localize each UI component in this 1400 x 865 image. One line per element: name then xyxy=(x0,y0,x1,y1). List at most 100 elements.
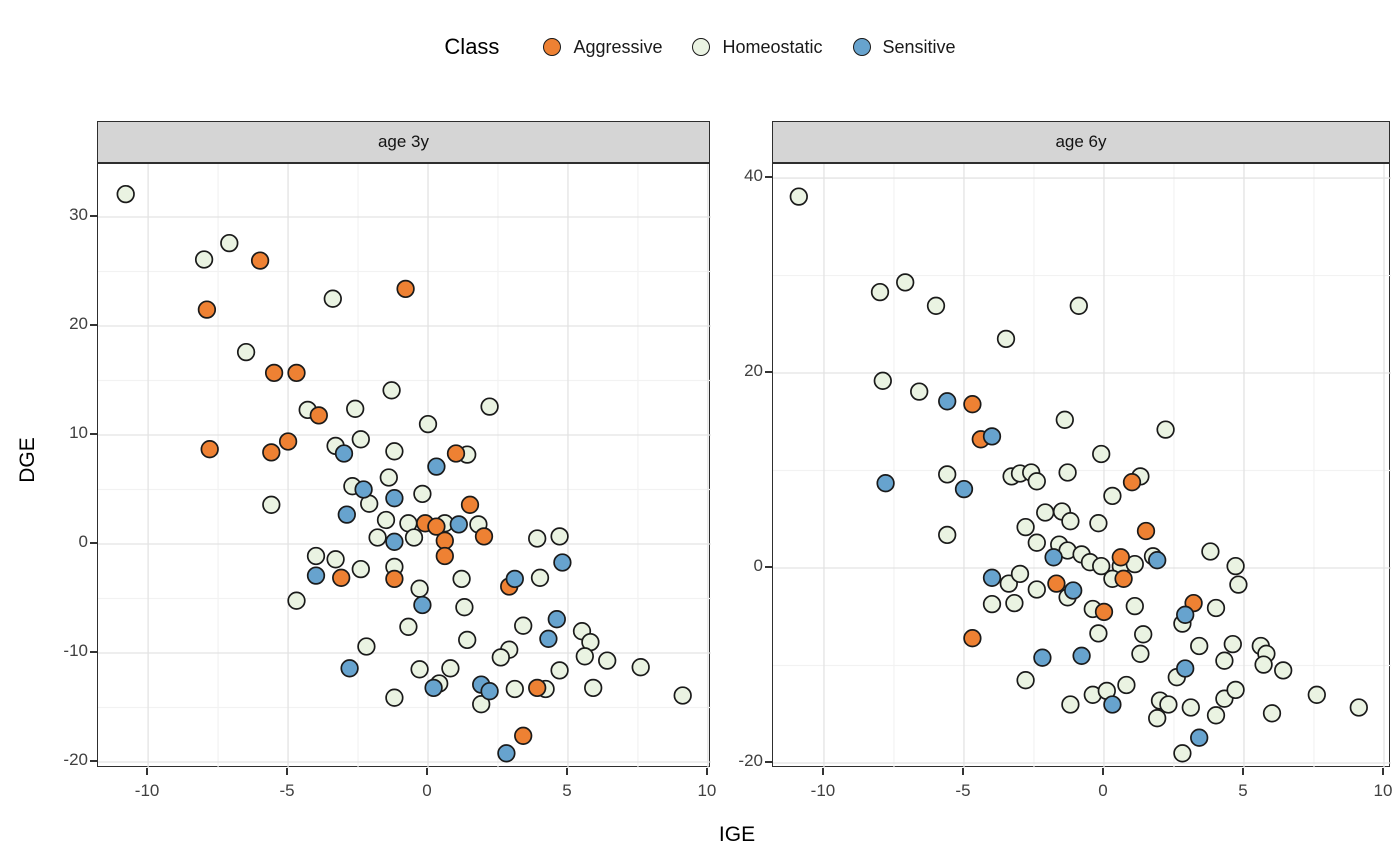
data-point-homeostatic xyxy=(1274,661,1293,680)
x-axis-tick-label: 0 xyxy=(1098,781,1108,800)
x-axis-tick xyxy=(146,768,149,775)
data-point-homeostatic xyxy=(455,598,474,617)
y-axis-tick-label: 20 xyxy=(744,361,763,381)
data-point-sensitive xyxy=(553,553,572,572)
data-point-homeostatic xyxy=(385,688,404,707)
y-axis-tick-label: 0 xyxy=(753,556,763,576)
data-point-homeostatic xyxy=(491,648,510,667)
legend-label: Homeostatic xyxy=(722,36,823,57)
data-point-homeostatic xyxy=(896,273,915,292)
data-point-homeostatic xyxy=(287,591,306,610)
x-axis-tick-label: -5 xyxy=(279,781,295,800)
data-point-aggressive xyxy=(528,678,547,698)
data-point-homeostatic xyxy=(1027,533,1046,552)
data-point-sensitive xyxy=(480,682,499,701)
facet-strip-age-3y: age 3y xyxy=(97,121,710,163)
data-point-homeostatic xyxy=(673,686,692,705)
data-point-aggressive xyxy=(446,444,466,463)
data-point-homeostatic xyxy=(1103,486,1122,506)
data-point-homeostatic xyxy=(1307,685,1326,704)
data-point-homeostatic xyxy=(1156,420,1175,439)
x-axis-tick xyxy=(286,768,289,775)
data-point-homeostatic xyxy=(306,546,326,566)
x-axis-tick-label: 10 xyxy=(1373,781,1393,800)
legend-label: Sensitive xyxy=(882,36,956,57)
data-point-aggressive xyxy=(1114,569,1133,588)
data-point-homeostatic xyxy=(357,637,376,656)
data-point-homeostatic xyxy=(404,528,424,547)
data-point-aggressive xyxy=(460,495,480,514)
legend-item-homeostatic: Homeostatic xyxy=(692,36,823,58)
data-point-homeostatic xyxy=(505,679,524,699)
y-axis-tick xyxy=(90,323,97,326)
data-point-sensitive xyxy=(427,457,446,476)
data-point-homeostatic xyxy=(410,579,429,598)
data-point-homeostatic xyxy=(418,414,438,434)
data-point-homeostatic xyxy=(1159,695,1178,714)
data-point-aggressive xyxy=(1122,473,1142,492)
data-point-homeostatic xyxy=(326,550,345,569)
data-point-sensitive xyxy=(1072,646,1091,665)
scatter-panel-age-6y xyxy=(772,163,1391,768)
data-point-homeostatic xyxy=(441,659,460,678)
data-point-aggressive xyxy=(332,568,351,587)
data-point-sensitive xyxy=(424,678,443,698)
data-point-aggressive xyxy=(287,363,306,383)
data-point-aggressive xyxy=(514,726,533,745)
data-point-aggressive xyxy=(1047,574,1066,593)
data-point-homeostatic xyxy=(938,525,957,545)
data-point-aggressive xyxy=(427,517,446,536)
y-axis-tick xyxy=(90,760,97,762)
data-point-aggressive xyxy=(474,527,494,546)
data-point-aggressive xyxy=(197,300,217,319)
y-axis-tick xyxy=(765,566,772,569)
data-point-homeostatic xyxy=(351,559,370,579)
data-point-homeostatic xyxy=(870,282,890,302)
data-point-homeostatic xyxy=(926,296,946,315)
data-point-homeostatic xyxy=(996,329,1016,349)
data-point-homeostatic xyxy=(1226,680,1245,700)
data-point-homeostatic xyxy=(1010,564,1030,584)
data-point-homeostatic xyxy=(452,569,471,589)
data-point-aggressive xyxy=(396,279,415,299)
data-point-homeostatic xyxy=(379,468,398,487)
data-point-homeostatic xyxy=(1089,514,1108,533)
data-point-homeostatic xyxy=(220,233,239,253)
data-point-homeostatic xyxy=(1058,463,1077,482)
y-axis-tick-label: 10 xyxy=(69,422,88,442)
data-point-homeostatic xyxy=(323,289,342,308)
data-point-homeostatic xyxy=(410,660,429,679)
data-point-homeostatic xyxy=(472,695,491,714)
y-axis-tick xyxy=(90,214,97,217)
data-point-homeostatic xyxy=(530,568,550,587)
y-axis-title: DGE xyxy=(16,437,39,483)
x-axis-tick xyxy=(565,768,568,775)
data-point-homeostatic xyxy=(1027,580,1046,599)
scatter-panel-age-3y xyxy=(97,163,711,768)
legend-title: Class xyxy=(444,34,500,59)
data-point-homeostatic xyxy=(1134,625,1153,644)
data-point-homeostatic xyxy=(873,371,892,390)
data-point-homeostatic xyxy=(1131,644,1150,663)
data-point-homeostatic xyxy=(1016,671,1035,690)
data-point-homeostatic xyxy=(982,594,1002,614)
data-point-homeostatic xyxy=(1190,636,1209,656)
data-point-homeostatic xyxy=(1036,503,1055,522)
data-point-homeostatic xyxy=(938,465,957,484)
data-point-homeostatic xyxy=(1092,556,1111,576)
data-point-homeostatic xyxy=(1349,698,1368,717)
y-axis-tick xyxy=(90,541,97,544)
data-point-homeostatic xyxy=(236,342,256,362)
legend-item-sensitive: Sensitive xyxy=(852,36,956,58)
data-point-homeostatic xyxy=(1206,706,1226,725)
data-point-aggressive xyxy=(963,395,982,414)
data-point-sensitive xyxy=(982,427,1002,446)
data-point-aggressive xyxy=(1111,548,1130,567)
data-point-homeostatic xyxy=(1262,704,1282,723)
data-point-homeostatic xyxy=(550,527,569,546)
y-axis-tick xyxy=(90,650,97,653)
x-axis-tick-label: -10 xyxy=(810,781,836,800)
x-axis-tick xyxy=(426,768,428,775)
data-point-sensitive xyxy=(938,392,957,411)
data-point-sensitive xyxy=(337,505,356,524)
